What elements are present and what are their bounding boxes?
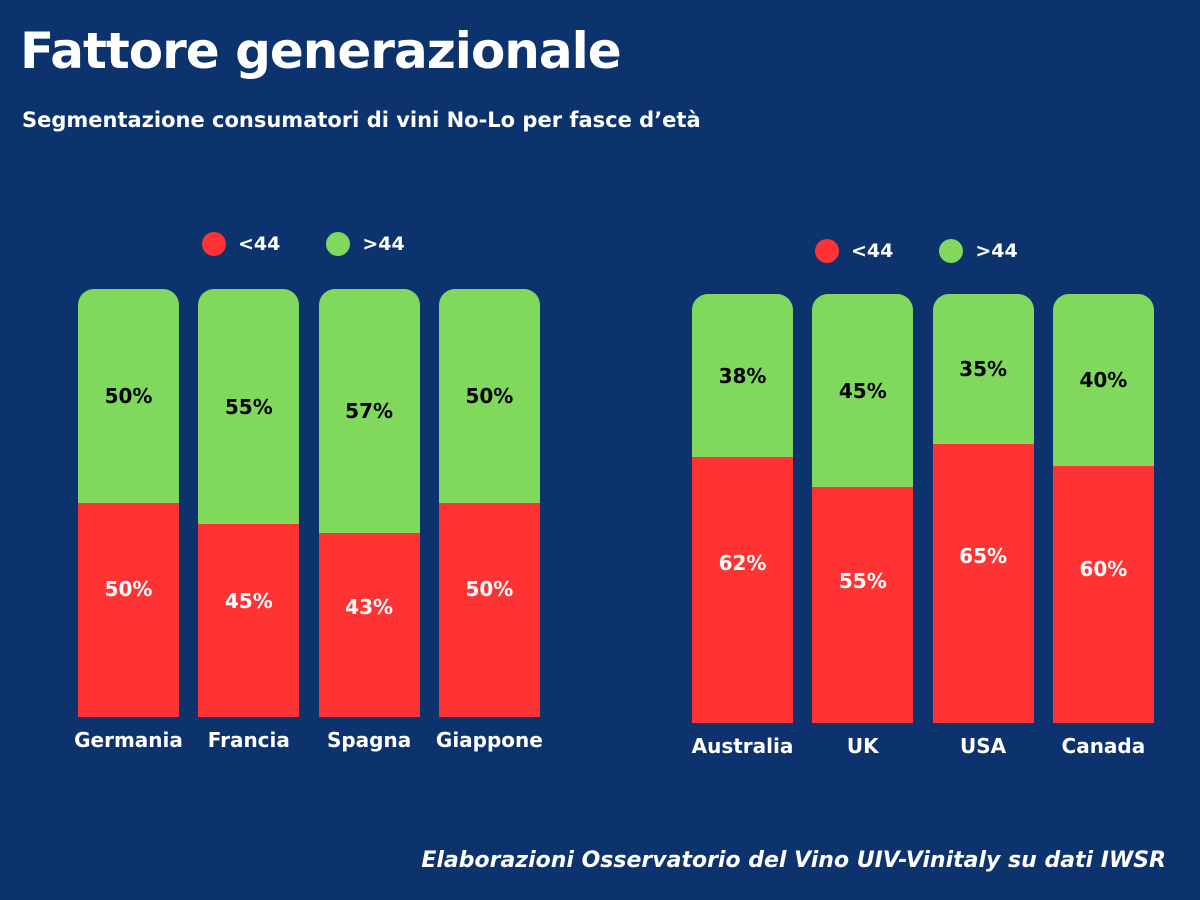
category-label: Francia — [207, 728, 290, 752]
data-label-over44: 55% — [224, 394, 273, 419]
data-label-under44: 62% — [718, 551, 767, 576]
red-dot-icon — [202, 232, 226, 256]
bar-segment-under44: 60% — [1052, 465, 1154, 723]
bar-segment-over44: 57% — [318, 289, 420, 533]
bar-segment-over44: 50% — [438, 289, 540, 503]
data-label-over44: 35% — [959, 357, 1008, 382]
category-label: Canada — [1061, 734, 1146, 758]
bar-segment-over44: 35% — [932, 294, 1034, 445]
data-label-under44: 65% — [959, 543, 1008, 568]
legend-label: <44 — [238, 233, 281, 255]
bar-segment-over44: 50% — [78, 289, 179, 503]
category-label: UK — [846, 734, 879, 758]
bar-usa: 35% 65% — [932, 294, 1034, 723]
data-label-under44: 55% — [838, 569, 887, 594]
source-note: Elaborazioni Osservatorio del Vino UIV-V… — [421, 848, 1166, 873]
data-label-under44: 45% — [224, 589, 273, 614]
legend-item-under44: <44 — [815, 239, 893, 263]
bar-segment-over44: 45% — [812, 294, 914, 488]
data-label-under44: 50% — [465, 576, 514, 601]
legend-label: >44 — [975, 240, 1018, 262]
category-label: Germania — [74, 728, 183, 752]
data-label-over44: 45% — [838, 378, 887, 403]
page-title: Fattore generazionale — [20, 22, 622, 80]
data-label-over44: 50% — [465, 384, 514, 408]
data-label-under44: 50% — [104, 576, 153, 601]
data-label-over44: 38% — [718, 363, 767, 388]
bar-segment-over44: 40% — [1052, 294, 1154, 466]
green-dot-icon — [939, 239, 964, 263]
bar-spagna: 57% 43% — [318, 289, 420, 717]
bar-uk: 45% 55% — [812, 294, 914, 723]
legend: <44 >44 — [202, 232, 451, 256]
category-label: Spagna — [326, 728, 412, 752]
data-label-over44: 40% — [1079, 367, 1128, 392]
data-label-over44: 57% — [345, 398, 394, 423]
bar-segment-under44: 62% — [692, 457, 793, 723]
legend-label: <44 — [851, 240, 894, 262]
category-label: Australia — [691, 734, 794, 758]
legend-item-over44: >44 — [939, 239, 1018, 263]
red-dot-icon — [815, 239, 839, 263]
bar-segment-under44: 55% — [812, 487, 914, 723]
bar-segment-over44: 55% — [198, 289, 300, 525]
bar-giappone: 50% 50% — [438, 289, 540, 717]
page-subtitle: Segmentazione consumatori di vini No-Lo … — [22, 108, 701, 132]
legend: <44 >44 — [815, 239, 1064, 263]
bar-australia: 38% 62% — [692, 294, 793, 723]
bar-segment-under44: 43% — [318, 532, 420, 717]
legend-label: >44 — [362, 233, 405, 255]
bar-segment-over44: 38% — [692, 294, 793, 458]
category-label: Giappone — [435, 728, 543, 752]
bar-segment-under44: 65% — [932, 444, 1034, 723]
data-label-under44: 43% — [345, 594, 394, 619]
legend-item-under44: <44 — [202, 232, 280, 256]
legend-item-over44: >44 — [326, 232, 405, 256]
bar-francia: 55% 45% — [198, 289, 300, 717]
bar-germania: 50% 50% — [78, 289, 179, 717]
data-label-over44: 50% — [104, 384, 153, 408]
bar-segment-under44: 50% — [78, 503, 179, 717]
chart-europe-japan: <44 >44 50% 50% Germania 55% 45% Francia 57% 43… — [74, 232, 543, 752]
bar-segment-under44: 45% — [198, 524, 300, 717]
category-label: USA — [960, 734, 1007, 758]
green-dot-icon — [326, 232, 351, 256]
bar-segment-under44: 50% — [438, 503, 540, 717]
data-label-under44: 60% — [1079, 556, 1128, 581]
bar-canada: 40% 60% — [1052, 294, 1154, 723]
